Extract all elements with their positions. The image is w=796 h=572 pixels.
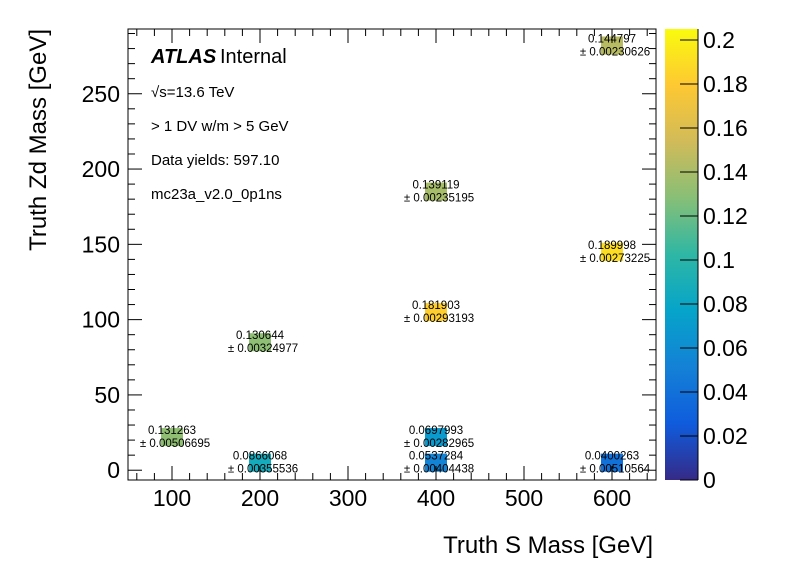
cell-error-label: ± 0.00230626 (580, 47, 650, 59)
heatmap-cell (425, 182, 447, 201)
cell-value-label: 0.181903 (412, 300, 460, 312)
heatmap-cell (601, 242, 623, 261)
cell-value-label: 0.131263 (148, 425, 196, 437)
heatmap-cell (425, 453, 447, 472)
cell-error-label: ± 0.00282965 (404, 438, 474, 450)
plot-frame (127, 28, 657, 481)
y-axis-title: Truth Zd Mass [GeV] (25, 29, 52, 251)
colorbar-tick-label: 0.16 (703, 115, 748, 141)
x-tick-label: 500 (505, 485, 543, 511)
colorbar-tick-label: 0.02 (703, 423, 748, 449)
cell-value-label: 0.130644 (236, 330, 285, 342)
heatmap-cell (425, 428, 447, 447)
x-tick-label: 300 (329, 485, 367, 511)
atlas-label: ATLAS (150, 46, 217, 68)
colorbar-tick-label: 0 (703, 467, 716, 493)
colorbar-tick-label: 0.06 (703, 335, 748, 361)
x-tick-label: 100 (153, 485, 191, 511)
heatmap-cell (249, 453, 271, 472)
x-tick-label: 600 (593, 485, 631, 511)
plot-axes: 100 200 300 400 500 600 0 50 100 150 200 250 (82, 28, 657, 511)
cell-value-label: 0.0866068 (233, 451, 287, 463)
colorbar-tick-label: 0.12 (703, 203, 748, 229)
colorbar-tick-label: 0.14 (703, 159, 748, 185)
heatmap-cell-labels: 0.131263± 0.00506695 0.130644± 0.00324977… (140, 34, 651, 476)
cell-value-label: 0.0697993 (409, 425, 463, 437)
heatmap-cell (601, 36, 623, 55)
heatmap-cell (161, 428, 183, 447)
x-axis-title: Truth S Mass [GeV] (443, 532, 653, 559)
atlas-annotations: ATLAS Internal √s=13.6 TeV > 1 DV w/m > … (150, 46, 289, 203)
heatmap-cell (601, 453, 623, 472)
cell-value-label: 0.0400263 (585, 451, 639, 463)
cell-error-label: ± 0.00355536 (228, 464, 298, 476)
y-tick-label: 100 (82, 307, 120, 333)
colorbar-tick-label: 0.04 (703, 379, 748, 405)
cell-error-label: ± 0.00506695 (140, 438, 210, 450)
sample-label: mc23a_v2.0_0p1ns (151, 186, 282, 203)
y-tick-label: 250 (82, 81, 120, 107)
y-tick-label: 150 (82, 231, 120, 257)
colorbar-tick-label: 0.18 (703, 71, 748, 97)
x-tick-label: 200 (241, 485, 279, 511)
atlas-status: Internal (220, 46, 287, 68)
heatmap-cell (249, 333, 271, 352)
cell-error-label: ± 0.00235195 (404, 193, 474, 205)
x-tick-label: 400 (417, 485, 455, 511)
heatmap-cell (425, 303, 447, 322)
energy-label: √s=13.6 TeV (151, 84, 234, 101)
cell-error-label: ± 0.00293193 (404, 313, 474, 325)
selection-label: > 1 DV w/m > 5 GeV (151, 118, 289, 135)
cell-value-label: 0.0537284 (409, 451, 464, 463)
heatmap-cells (161, 36, 623, 472)
y-tick-label: 50 (94, 382, 120, 408)
colorbar-tick-label: 0.08 (703, 291, 748, 317)
colorbar: 0 0.02 0.04 0.06 0.08 0.1 0.12 0.14 0.16 0.18 0.2 (665, 27, 748, 493)
colorbar-scale (665, 29, 698, 480)
cell-value-label: 0.139119 (412, 180, 459, 192)
colorbar-tick-label: 0.2 (703, 27, 735, 53)
y-tick-label: 200 (82, 156, 120, 182)
cell-error-label: ± 0.00510564 (580, 464, 651, 476)
data-yields-label: Data yields: 597.10 (151, 152, 279, 169)
cell-error-label: ± 0.00324977 (228, 343, 298, 355)
colorbar-tick-label: 0.1 (703, 247, 735, 273)
y-tick-label: 0 (107, 457, 120, 483)
cell-value-label: 0.189998 (588, 240, 636, 252)
cell-error-label: ± 0.00273225 (580, 253, 650, 265)
cell-error-label: ± 0.00404438 (404, 464, 474, 476)
